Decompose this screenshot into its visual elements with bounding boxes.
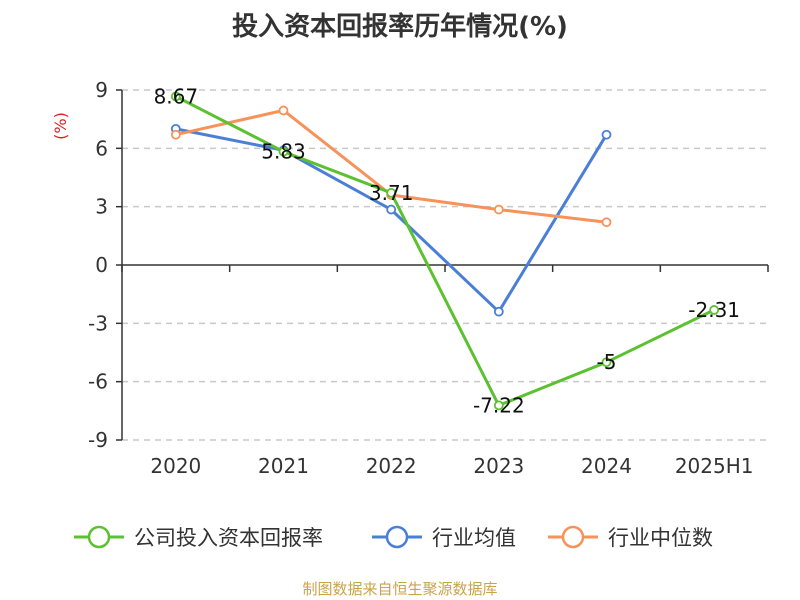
legend-label: 公司投入资本回报率 <box>134 526 323 550</box>
x-tick-label: 2025H1 <box>675 454 754 478</box>
data-point <box>170 91 181 102</box>
y-tick-label: -6 <box>88 370 108 394</box>
legend: 公司投入资本回报率 行业均值 行业中位数 <box>74 525 713 550</box>
tick-labels: 9 6 3 0 -3 -6 -9 2020 2021 2022 2023 2024 2025H1 <box>88 78 753 478</box>
data-point <box>709 305 720 315</box>
source-note: 制图数据来自恒生聚源数据库 <box>302 580 498 598</box>
data-point <box>278 105 289 116</box>
y-tick-label: -3 <box>88 311 108 335</box>
grid-lines <box>122 89 768 441</box>
y-axis-unit-label: (%) <box>51 112 70 140</box>
legend-label: 行业中位数 <box>608 526 713 550</box>
series-group <box>170 91 720 411</box>
data-label: 5.83 <box>261 140 306 164</box>
legend-marker <box>87 525 111 549</box>
data-point <box>170 129 181 140</box>
legend-label: 行业均值 <box>432 526 516 550</box>
data-point <box>386 187 397 198</box>
data-label: -5 <box>597 350 617 374</box>
data-label: -7.22 <box>473 393 525 417</box>
data-point <box>278 146 289 157</box>
data-point <box>493 306 504 317</box>
series-line-2 <box>175 127 608 314</box>
y-tick-label: -9 <box>88 428 108 452</box>
x-tick-label: 2021 <box>258 454 309 478</box>
data-label: 3.71 <box>369 181 414 205</box>
legend-marker <box>561 525 585 549</box>
y-tick-label: 3 <box>95 195 108 219</box>
x-tick-label: 2022 <box>366 454 417 478</box>
axes <box>116 89 769 441</box>
y-tick-label: 6 <box>95 136 108 160</box>
chart-title: 投入资本回报率历年情况(%) <box>232 12 568 42</box>
x-tick-label: 2023 <box>473 454 524 478</box>
data-label: 8.67 <box>154 84 199 108</box>
data-point <box>601 217 612 228</box>
data-point <box>493 204 504 215</box>
series-line-1 <box>175 95 715 407</box>
data-point <box>601 129 612 140</box>
data-point <box>493 400 504 411</box>
legend-marker <box>385 525 409 549</box>
y-tick-label: 0 <box>95 253 108 277</box>
data-labels: 8.67 5.83 3.71 -7.22 -5 -2.31 <box>154 84 740 417</box>
data-label: -2.31 <box>688 298 740 322</box>
y-tick-label: 9 <box>95 78 108 102</box>
x-tick-label: 2024 <box>581 454 632 478</box>
data-point <box>601 357 612 368</box>
data-point <box>386 204 397 215</box>
x-tick-label: 2020 <box>150 454 201 478</box>
